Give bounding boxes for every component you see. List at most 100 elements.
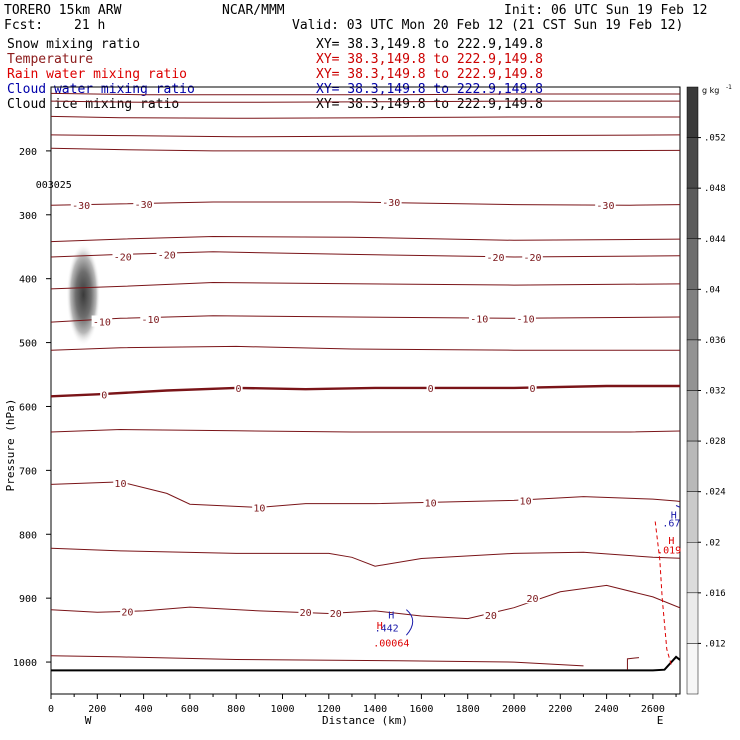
colorbar-swatch-9 (686, 542, 699, 594)
isotherm-t-m35 (51, 147, 680, 152)
model-title: TORERO 15km ARW (4, 3, 122, 18)
annotation-cloudwater-max: .442 (375, 623, 399, 634)
contour-label-8: -10 (93, 317, 111, 328)
contour-label-bg-11 (515, 312, 536, 324)
colorbar-label-1: .048 (704, 184, 726, 194)
isotherm-t-m50 (51, 100, 680, 103)
contour-label-16: 10 (114, 479, 126, 490)
isotherm-t-15 (51, 547, 680, 567)
contour-label-bg-13 (234, 381, 243, 393)
colorbar-label-3: .04 (704, 285, 720, 295)
contour-label-bg-3 (595, 199, 616, 211)
plot-frame (50, 86, 681, 695)
legend-field-0: Snow mixing ratio (7, 37, 140, 52)
isotherm-t-10 (51, 481, 680, 508)
colorbar-swatch-3 (686, 238, 699, 290)
contour-label-bg-19 (518, 494, 533, 506)
y-tick-label-1000: 1000 (13, 658, 37, 669)
contour-label-22: 20 (330, 609, 342, 620)
contour-label-19: 10 (520, 496, 532, 507)
colorbar-unit-exponent: -1 (726, 84, 732, 91)
y-tick-label-700: 700 (19, 466, 37, 477)
colorbar-label-10: .012 (704, 639, 726, 649)
init-time: Init: 06 UTC Sun 19 Feb 12 (504, 3, 708, 18)
y-axis-label: Pressure (hPa) (4, 399, 17, 492)
colorbar-label-5: .032 (704, 387, 726, 397)
colorbar-label-0: .052 (704, 134, 726, 144)
colorbar-label-8: .02 (704, 538, 720, 548)
isotherm-t-m30 (51, 201, 680, 206)
contour-label-20: 20 (121, 608, 133, 619)
cloud-water-contour-east (675, 505, 680, 508)
contour-label-14: 0 (428, 384, 434, 395)
isotherm-t-m25 (51, 235, 680, 243)
colorbar-swatch-0 (686, 86, 699, 138)
legend-xy-1: XY= 38.3,149.8 to 222.9,149.8 (316, 52, 543, 67)
x-tick-label-1800: 1800 (456, 704, 480, 715)
colorbar-swatch-6 (686, 390, 699, 442)
contour-label-bg-24 (525, 592, 540, 604)
x-tick-label-1000: 1000 (270, 704, 294, 715)
contour-label-1: -30 (135, 200, 153, 211)
x-tick-label-1600: 1600 (409, 704, 433, 715)
legend-xy-4: XY= 38.3,149.8 to 222.9,149.8 (316, 97, 543, 112)
legend-xy-0: XY= 38.3,149.8 to 222.9,149.8 (316, 37, 543, 52)
colorbar-swatch-11 (686, 643, 699, 695)
x-axis-label: Distance (km) (322, 714, 408, 727)
colorbar-swatch-2 (686, 187, 699, 240)
isotherm-t-m40 (51, 134, 680, 138)
x-tick-label-600: 600 (181, 704, 199, 715)
x-tick-label-0: 0 (48, 704, 54, 715)
isotherm-t-20 (51, 584, 680, 620)
isotherm-t-m15 (51, 281, 680, 290)
isotherm-t-5 (51, 428, 680, 433)
annotation-rain-max-east: .019 (657, 545, 681, 556)
contour-label-bg-20 (120, 605, 135, 617)
center-title: NCAR/MMM (222, 3, 285, 18)
contour-label-bg-14 (426, 381, 435, 393)
contour-label-6: -20 (486, 253, 504, 264)
contour-label-bg-6 (485, 250, 506, 262)
y-tick-label-600: 600 (19, 402, 37, 413)
contour-label-18: 10 (425, 498, 437, 509)
x-end-label-west: W (85, 714, 92, 727)
contour-label-bg-4 (112, 250, 134, 262)
contour-label-23: 20 (485, 611, 497, 622)
colorbar-label-6: .028 (704, 437, 726, 447)
terrain-line (51, 655, 680, 672)
contour-label-7: -20 (523, 253, 541, 264)
x-tick-label-400: 400 (135, 704, 153, 715)
contour-label-bg-23 (483, 608, 499, 620)
colorbar-label-7: .024 (704, 488, 726, 498)
contour-label-4: -20 (114, 252, 132, 263)
contour-label-24: 20 (526, 594, 538, 605)
contour-label-bg-9 (140, 312, 161, 324)
x-tick-label-2600: 2600 (641, 704, 665, 715)
x-tick-label-1400: 1400 (363, 704, 387, 715)
y-tick-label-300: 300 (19, 211, 37, 222)
contour-label-9: -10 (142, 315, 160, 326)
annotation-cloudwater-high-east: H (671, 510, 677, 521)
colorbar-swatch-4 (686, 289, 699, 341)
colorbar-swatch-5 (686, 339, 699, 391)
rain-contour-east (654, 521, 672, 666)
colorbar-unit: g kg (702, 86, 719, 95)
y-tick-label-900: 900 (19, 594, 37, 605)
forecast-value: 21 h (74, 18, 105, 33)
snow-mixing-ratio-shading (66, 243, 101, 346)
isotherm-t-m5 (51, 345, 680, 351)
y-tick-label-400: 400 (19, 275, 37, 286)
contour-label-bg-21 (298, 606, 313, 618)
contour-label-2: -30 (382, 198, 400, 209)
x-tick-label-1200: 1200 (317, 704, 341, 715)
contour-label-15: 0 (530, 384, 536, 395)
colorbar: .052 .048 .044 .04 .036 .032 .028 .024 .02 .016 .0… (686, 84, 732, 695)
contour-label-bg-12 (100, 388, 109, 400)
isotherm-terrain-edge (626, 657, 640, 670)
contour-label-13: 0 (235, 384, 241, 395)
contour-label-bg-16 (113, 477, 128, 489)
contour-label-bg-8 (91, 315, 113, 327)
legend-field-1: Temperature (7, 52, 93, 67)
